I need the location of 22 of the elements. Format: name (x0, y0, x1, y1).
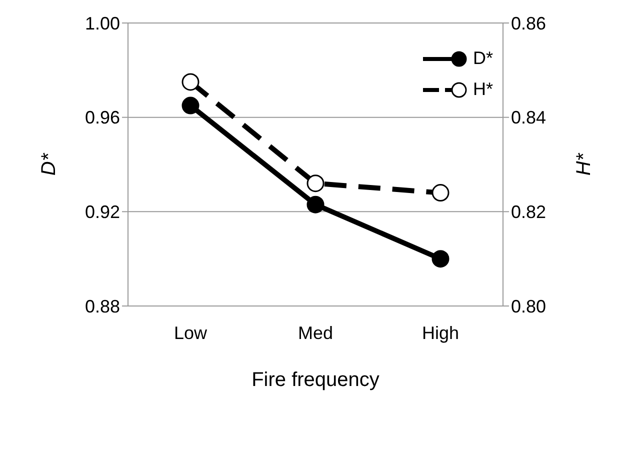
y2-tick-label: 0.82 (511, 202, 546, 222)
y2-tick-label: 0.86 (511, 13, 546, 34)
x-axis-title: Fire frequency (252, 369, 380, 391)
y2-tick-label: 0.84 (511, 108, 546, 128)
point (182, 96, 200, 114)
y-tick-label: 0.92 (84, 202, 120, 222)
y2-axis-title: H* (573, 152, 596, 176)
y-tick-label: 0.96 (84, 108, 120, 128)
x-tick-label: High (422, 322, 460, 343)
x-tick-label: Low (174, 322, 208, 343)
point (182, 73, 200, 91)
y-axis-title: D* (38, 152, 60, 176)
x-tick-label: Med (298, 322, 334, 343)
point (432, 250, 450, 268)
point (306, 196, 324, 214)
y-tick-label: 1.00 (84, 13, 120, 34)
y-tick-label: 0.88 (84, 296, 120, 316)
y2-tick-label: 0.80 (511, 296, 546, 316)
point (432, 184, 450, 202)
legend-label: H* (472, 79, 493, 100)
point (306, 174, 324, 192)
legend-label: D* (472, 48, 493, 69)
